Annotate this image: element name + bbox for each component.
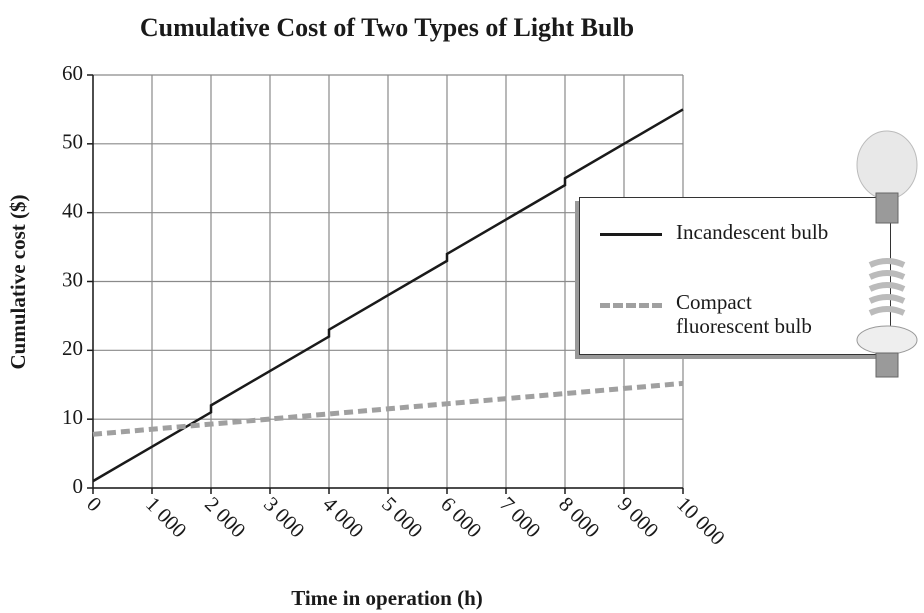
y-axis-label: Cumulative cost ($) bbox=[6, 195, 30, 370]
y-tick-label: 10 bbox=[62, 405, 83, 429]
series-line bbox=[92, 380, 684, 437]
y-tick-label: 20 bbox=[62, 336, 83, 360]
x-tick-label: 0 bbox=[82, 492, 106, 516]
cfl-base bbox=[856, 325, 918, 355]
legend-item: Incandescent bulb bbox=[600, 220, 876, 244]
y-tick-label: 40 bbox=[62, 198, 83, 222]
x-tick-label: 3 000 bbox=[259, 492, 309, 542]
legend-swatch bbox=[600, 303, 662, 308]
x-tick-label: 4 000 bbox=[318, 492, 368, 542]
x-tick-label: 9 000 bbox=[613, 492, 663, 542]
y-tick-label: 60 bbox=[62, 61, 83, 85]
series-line bbox=[92, 108, 684, 483]
x-tick-label: 8 000 bbox=[554, 492, 604, 542]
chart-title: Cumulative Cost of Two Types of Light Bu… bbox=[140, 13, 634, 42]
y-tick-label: 30 bbox=[62, 267, 83, 291]
x-tick-label: 5 000 bbox=[377, 492, 427, 542]
legend-label: Incandescent bulb bbox=[676, 220, 829, 244]
x-tick-label: 6 000 bbox=[436, 492, 486, 542]
cfl-screw bbox=[875, 352, 899, 378]
legend-item: Compact fluorescent bulb bbox=[600, 290, 826, 338]
incandescent-base bbox=[875, 192, 899, 224]
legend-label: Compact fluorescent bulb bbox=[676, 290, 812, 338]
incandescent-icon bbox=[856, 130, 918, 200]
x-axis-label: Time in operation (h) bbox=[291, 586, 483, 610]
x-tick-label: 1 000 bbox=[141, 492, 191, 542]
y-tick-label: 0 bbox=[73, 474, 84, 498]
x-tick-label: 10 000 bbox=[672, 492, 730, 550]
x-tick-label: 2 000 bbox=[200, 492, 250, 542]
y-tick-label: 50 bbox=[62, 130, 83, 154]
bulb-icons bbox=[856, 130, 918, 378]
legend-swatch bbox=[600, 233, 662, 236]
x-tick-label: 7 000 bbox=[495, 492, 545, 542]
cfl-icon bbox=[868, 258, 906, 316]
legend: Incandescent bulb Compact fluorescent bul… bbox=[579, 197, 891, 355]
